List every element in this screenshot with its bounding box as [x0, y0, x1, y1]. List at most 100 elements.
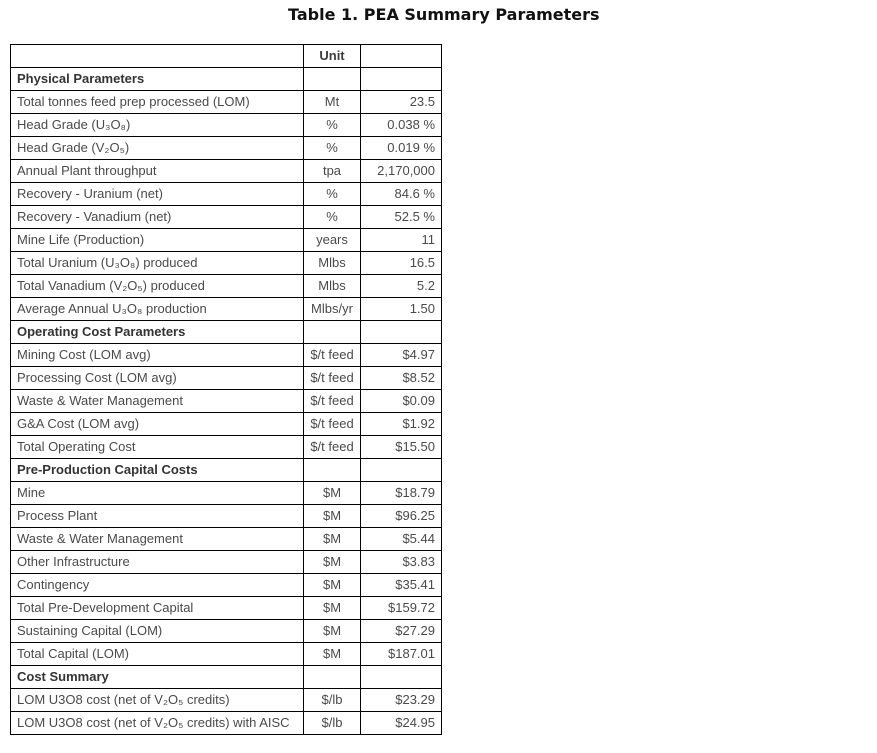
unit-cell: Mlbs — [303, 251, 361, 275]
parameter-cell: Average Annual U₃O₈ production — [10, 297, 304, 321]
table-row: Waste & Water Management $M $5.44 — [10, 527, 442, 551]
value-cell: $3.83 — [360, 550, 442, 574]
table-row: Contingency $M $35.41 — [10, 573, 442, 597]
unit-cell: Mlbs/yr — [303, 297, 361, 321]
table-title: Table 1. PEA Summary Parameters — [288, 5, 600, 24]
parameter-cell: LOM U3O8 cost (net of V₂O₅ credits) with… — [10, 711, 304, 735]
value-cell: $8.52 — [360, 366, 442, 390]
value-cell: $18.79 — [360, 481, 442, 505]
unit-cell: tpa — [303, 159, 361, 183]
table-row: Process Plant $M $96.25 — [10, 504, 442, 528]
value-cell: 23.5 — [360, 90, 442, 114]
value-cell: 5.2 — [360, 274, 442, 298]
section-row: Cost Summary — [10, 665, 442, 689]
parameter-cell: Recovery - Vanadium (net) — [10, 205, 304, 229]
unit-cell: % — [303, 136, 361, 160]
value-cell: $15.50 — [360, 435, 442, 459]
table-row: Total Uranium (U₃O₈) produced Mlbs 16.5 — [10, 251, 442, 275]
parameter-cell: Total Uranium (U₃O₈) produced — [10, 251, 304, 275]
unit-cell: $M — [303, 481, 361, 505]
value-cell: $24.95 — [360, 711, 442, 735]
table-row: LOM U3O8 cost (net of V₂O₅ credits) $/lb $… — [10, 688, 442, 712]
value-cell — [360, 665, 442, 689]
table-row: Total Pre-Development Capital $M $159.72 — [10, 596, 442, 620]
table-row: Waste & Water Management $/t feed $0.09 — [10, 389, 442, 413]
unit-cell: % — [303, 205, 361, 229]
section-row: Pre-Production Capital Costs — [10, 458, 442, 482]
table-row: Head Grade (V₂O₅)% 0.019 % — [10, 136, 442, 160]
value-cell — [360, 67, 442, 91]
value-cell — [360, 458, 442, 482]
parameter-cell: Operating Cost Parameters — [10, 320, 304, 344]
parameter-cell: Contingency — [10, 573, 304, 597]
unit-cell: $M — [303, 596, 361, 620]
unit-cell: $/lb — [303, 688, 361, 712]
unit-cell: $/t feed — [303, 366, 361, 390]
table-body: Physical Parameters Total tonnes feed pre… — [10, 67, 442, 735]
parameter-cell: LOM U3O8 cost (net of V₂O₅ credits) — [10, 688, 304, 712]
parameter-cell: Cost Summary — [10, 665, 304, 689]
parameter-cell: Process Plant — [10, 504, 304, 528]
unit-cell: $/t feed — [303, 435, 361, 459]
unit-cell: $/lb — [303, 711, 361, 735]
table-row: Total Vanadium (V₂O₅) produced Mlbs 5.2 — [10, 274, 442, 298]
unit-cell: $/t feed — [303, 389, 361, 413]
value-cell: $187.01 — [360, 642, 442, 666]
unit-cell — [303, 320, 361, 344]
unit-cell: $M — [303, 504, 361, 528]
value-cell: $23.29 — [360, 688, 442, 712]
value-cell: $96.25 — [360, 504, 442, 528]
unit-cell — [303, 458, 361, 482]
table-row: Mine Life (Production) years 11 — [10, 228, 442, 252]
table-row: Recovery - Uranium (net)% 84.6 % — [10, 182, 442, 206]
parameter-cell: Recovery - Uranium (net) — [10, 182, 304, 206]
unit-cell: $M — [303, 550, 361, 574]
parameter-cell: Mining Cost (LOM avg) — [10, 343, 304, 367]
value-cell: 1.50 — [360, 297, 442, 321]
unit-cell: $M — [303, 619, 361, 643]
parameter-cell: Waste & Water Management — [10, 527, 304, 551]
value-cell: 0.038 % — [360, 113, 442, 137]
table-row: Total Capital (LOM) $M $187.01 — [10, 642, 442, 666]
parameter-column-header — [10, 44, 304, 68]
unit-cell: $M — [303, 573, 361, 597]
parameter-cell: Sustaining Capital (LOM) — [10, 619, 304, 643]
value-cell — [360, 320, 442, 344]
unit-cell: % — [303, 182, 361, 206]
unit-cell: $/t feed — [303, 412, 361, 436]
value-cell: $0.09 — [360, 389, 442, 413]
unit-cell — [303, 665, 361, 689]
parameter-cell: Head Grade (V₂O₅) — [10, 136, 304, 160]
parameter-cell: Total Vanadium (V₂O₅) produced — [10, 274, 304, 298]
value-cell: $159.72 — [360, 596, 442, 620]
table-row: Annual Plant throughput tpa 2,170,000 — [10, 159, 442, 183]
parameter-cell: Physical Parameters — [10, 67, 304, 91]
parameter-cell: Pre-Production Capital Costs — [10, 458, 304, 482]
section-row: Physical Parameters — [10, 67, 442, 91]
parameter-cell: Annual Plant throughput — [10, 159, 304, 183]
table-row: LOM U3O8 cost (net of V₂O₅ credits) with… — [10, 711, 442, 735]
unit-cell: Mt — [303, 90, 361, 114]
parameter-cell: Total Operating Cost — [10, 435, 304, 459]
value-cell: $5.44 — [360, 527, 442, 551]
unit-cell: years — [303, 228, 361, 252]
value-column-header — [360, 44, 442, 68]
parameter-cell: G&A Cost (LOM avg) — [10, 412, 304, 436]
value-cell: 16.5 — [360, 251, 442, 275]
parameter-cell: Other Infrastructure — [10, 550, 304, 574]
parameter-cell: Mine Life (Production) — [10, 228, 304, 252]
section-row: Operating Cost Parameters — [10, 320, 442, 344]
table-row: Average Annual U₃O₈ production Mlbs/yr 1.5… — [10, 297, 442, 321]
table-row: G&A Cost (LOM avg) $/t feed $1.92 — [10, 412, 442, 436]
value-cell: 84.6 % — [360, 182, 442, 206]
value-cell: 11 — [360, 228, 442, 252]
unit-column-header: Unit — [303, 44, 361, 68]
table-row: Total Operating Cost $/t feed $15.50 — [10, 435, 442, 459]
table-row: Sustaining Capital (LOM) $M $27.29 — [10, 619, 442, 643]
parameter-cell: Waste & Water Management — [10, 389, 304, 413]
parameter-cell: Head Grade (U₃O₈) — [10, 113, 304, 137]
parameter-cell: Total Capital (LOM) — [10, 642, 304, 666]
table-row: Mining Cost (LOM avg) $/t feed $4.97 — [10, 343, 442, 367]
unit-cell: $/t feed — [303, 343, 361, 367]
